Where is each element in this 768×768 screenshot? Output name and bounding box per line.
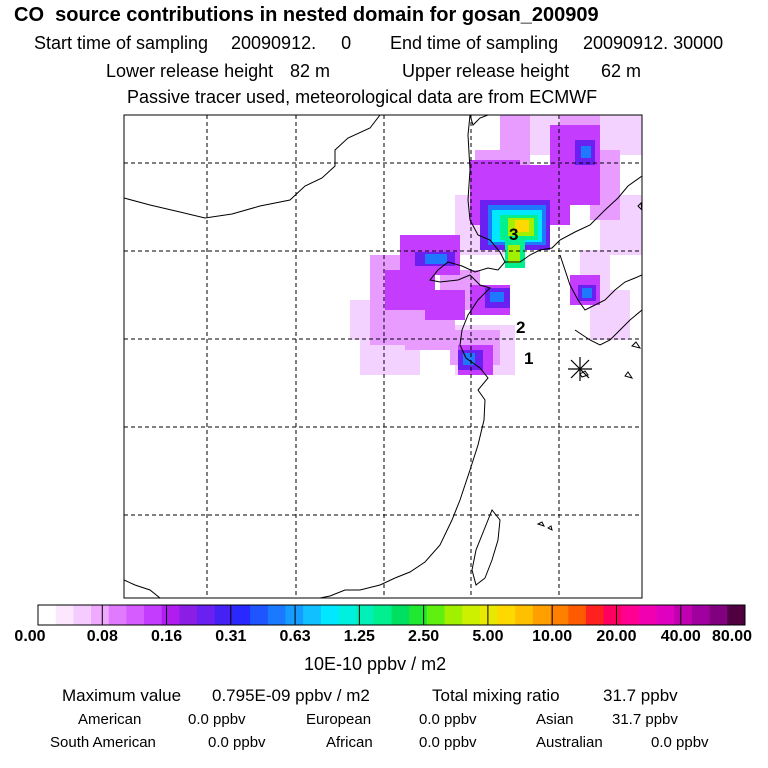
colorbar-cell xyxy=(515,605,534,625)
region-value: 0.0 ppbv xyxy=(188,711,246,728)
colorbar-cell xyxy=(444,605,463,625)
colorbar-tick-label: 0.16 xyxy=(150,628,183,645)
region-value: 0.0 ppbv xyxy=(208,734,266,751)
start-time-value: 20090912. 0 xyxy=(231,33,352,53)
upper-height-label: Upper release height xyxy=(402,61,570,81)
end-time-value: 20090912. 30000 xyxy=(583,33,724,53)
colorbar-cell xyxy=(232,605,251,625)
colorbar-cell xyxy=(303,605,322,625)
max-value: 0.795E-09 ppbv / m2 xyxy=(212,686,370,705)
region-name: African xyxy=(326,734,373,751)
colorbar-cell xyxy=(426,605,446,625)
end-time-label: End time of sampling xyxy=(390,33,559,53)
station-label-2: 2 xyxy=(516,318,525,337)
colorbar-cell xyxy=(197,605,216,625)
colorbar-cell xyxy=(532,605,552,625)
station-label-1: 1 xyxy=(524,349,533,368)
colorbar-cell xyxy=(621,605,640,625)
upper-height-value: 62 m xyxy=(601,61,642,81)
colorbar-cell xyxy=(73,605,92,625)
colorbar-cell xyxy=(709,605,728,625)
colorbar-cell xyxy=(126,605,145,625)
region-value: 0.0 ppbv xyxy=(419,734,477,751)
region-name: Asian xyxy=(536,711,574,728)
lower-height-value: 82 m xyxy=(290,61,331,81)
colorbar-cell xyxy=(267,605,286,625)
colorbar-cell xyxy=(320,605,339,625)
colorbar-cell xyxy=(108,605,127,625)
lower-height-label: Lower release height xyxy=(106,61,274,81)
colorbar-cell xyxy=(550,605,569,625)
colorbar-cell xyxy=(568,605,587,625)
colorbar-cell xyxy=(727,605,746,625)
region-name: South American xyxy=(50,734,156,751)
colorbar-tick-label: 10.00 xyxy=(532,628,573,645)
colorbar-cell xyxy=(38,605,57,625)
colorbar-cell xyxy=(691,605,711,625)
region-name: Australian xyxy=(536,734,603,751)
colorbar-cell xyxy=(656,605,675,625)
colorbar-cell xyxy=(55,605,74,625)
colorbar-tick-label: 5.00 xyxy=(472,628,504,645)
region-value: 31.7 ppbv xyxy=(612,711,678,728)
colorbar-cell xyxy=(497,605,516,625)
colorbar-cell xyxy=(409,605,428,625)
colorbar-tick-label: 80.00 xyxy=(711,628,753,645)
graticule xyxy=(124,115,642,598)
colorbar-tick-label: 0.08 xyxy=(86,628,118,645)
max-value-label: Maximum value xyxy=(62,686,182,705)
colorbar-cell xyxy=(479,605,499,625)
coastline xyxy=(124,115,642,598)
region-name: American xyxy=(78,711,142,728)
region-value: 0.0 ppbv xyxy=(419,711,477,728)
colorbar-cell xyxy=(638,605,658,625)
colorbar-cell xyxy=(161,605,180,625)
colorbar-cell xyxy=(144,605,163,625)
colorbar-cell xyxy=(285,605,304,625)
colorbar-unit: 10E-10 ppbv / m2 xyxy=(304,654,447,674)
colorbar-tick-label: 40.00 xyxy=(660,628,701,645)
colorbar-tick-label: 20.00 xyxy=(596,628,637,645)
asterisk-icon xyxy=(568,357,592,381)
colorbar-cell xyxy=(91,605,110,625)
station-label-3: 3 xyxy=(509,225,518,244)
colorbar-tick-label: 0.63 xyxy=(279,628,311,645)
colorbar-cell xyxy=(179,605,198,625)
colorbar-cell xyxy=(462,605,481,625)
plume-field xyxy=(350,115,642,375)
colorbar-cell xyxy=(338,605,357,625)
page-title: CO source contributions in nested domain… xyxy=(14,4,599,26)
colorbar-cell xyxy=(250,605,269,625)
colorbar-cell xyxy=(214,605,233,625)
region-name: European xyxy=(306,711,372,728)
colorbar-tick-label: 0.31 xyxy=(215,628,247,645)
colorbar-cell xyxy=(585,605,605,625)
map-frame xyxy=(123,114,643,599)
colorbar-tick-label: 0.00 xyxy=(14,628,46,645)
colorbar-tick-label: 1.25 xyxy=(343,628,375,645)
tracer-note: Passive tracer used, meteorological data… xyxy=(127,87,598,107)
colorbar-cell xyxy=(603,605,622,625)
total-mixing-label: Total mixing ratio xyxy=(432,686,560,705)
colorbar-tick-label: 2.50 xyxy=(408,628,440,645)
colorbar-cell xyxy=(373,605,392,625)
total-mixing-value: 31.7 ppbv xyxy=(603,686,678,705)
colorbar-cell xyxy=(391,605,410,625)
start-time-label: Start time of sampling xyxy=(34,33,209,53)
colorbar-cell xyxy=(674,605,693,625)
colorbar-cell xyxy=(356,605,375,625)
region-value: 0.0 ppbv xyxy=(651,734,709,751)
